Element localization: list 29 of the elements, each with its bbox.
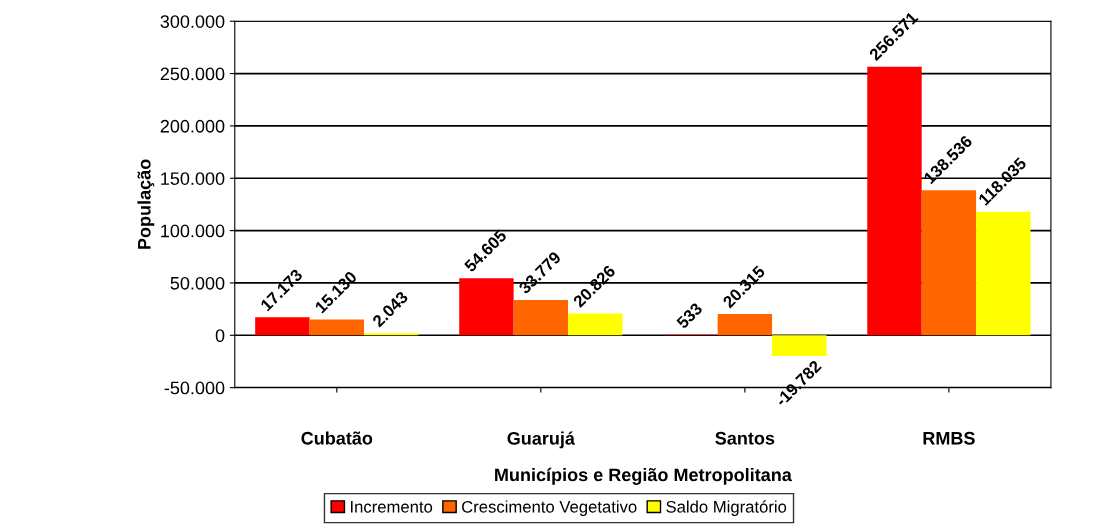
bar bbox=[976, 211, 1031, 336]
y-tick-label: 250.000 bbox=[160, 67, 225, 81]
y-tick-label: 50.000 bbox=[170, 276, 225, 290]
x-tick-label: Santos bbox=[715, 431, 775, 445]
legend-label: Crescimento Vegetativo bbox=[462, 500, 637, 516]
bar bbox=[459, 278, 514, 336]
legend-label: Incremento bbox=[351, 501, 433, 513]
bar bbox=[309, 319, 364, 336]
bar bbox=[867, 66, 922, 336]
y-tick-label: -50.000 bbox=[164, 381, 225, 395]
x-tick-label: RMBS bbox=[923, 431, 975, 445]
bar bbox=[513, 299, 569, 336]
y-tick-label: 150.000 bbox=[161, 172, 225, 185]
data-label: 533 bbox=[675, 302, 704, 330]
x-axis-title: Municípios e Região Metropolitana bbox=[495, 467, 792, 485]
bar bbox=[921, 190, 977, 336]
y-tick-label: 100.000 bbox=[161, 224, 225, 238]
x-tick-label: Guarujá bbox=[507, 431, 575, 449]
bar bbox=[255, 317, 310, 336]
bar bbox=[364, 333, 419, 336]
y-tick-label: 200.000 bbox=[160, 119, 225, 133]
y-tick-label: 0 bbox=[215, 329, 225, 343]
bar bbox=[717, 314, 773, 336]
legend-label: Saldo Migratório bbox=[666, 500, 787, 516]
y-tick-label: 300.000 bbox=[160, 15, 225, 28]
y-axis-title: População bbox=[137, 159, 155, 249]
bar bbox=[568, 313, 623, 336]
bar bbox=[772, 335, 827, 356]
x-tick-label: Cubatão bbox=[301, 431, 373, 445]
